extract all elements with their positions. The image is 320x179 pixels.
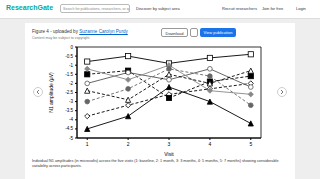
html-text:Individual N1 amplitudes (in m: Individual N1 amplitudes (in microvolts)…: [32, 159, 279, 168]
svg-text:-5: -5: [69, 136, 73, 141]
svg-text:2: 2: [127, 141, 130, 147]
html-text:Figure 4 - uploaded by Suzanne: Figure 4 - uploaded by Suzanne Carolyn P…: [32, 29, 128, 34]
svg-text:5: 5: [249, 141, 252, 147]
svg-text:-1.5: -1.5: [65, 72, 73, 77]
svg-text:-2.5: -2.5: [65, 90, 73, 95]
html-text:Content may be subject to copy: Content may be subject to copyright.: [32, 36, 91, 40]
html-text:Login: Login: [296, 6, 306, 11]
html-text:View publication: View publication: [203, 30, 233, 35]
svg-text:4: 4: [208, 141, 211, 147]
html-text:Discover by subject area: Discover by subject area: [136, 6, 180, 11]
svg-text:-4.5: -4.5: [65, 126, 73, 131]
svg-text:Visit: Visit: [164, 151, 174, 156]
svg-text:0: 0: [70, 45, 73, 50]
svg-text:-4: -4: [69, 117, 73, 122]
html-text:Download: Download: [165, 31, 184, 36]
svg-text:-3.5: -3.5: [65, 108, 73, 113]
html-text:Join for free: Join for free: [262, 6, 284, 11]
svg-text:-2: -2: [69, 81, 73, 86]
svg-text:N1 amplitude (µV): N1 amplitude (µV): [48, 72, 54, 113]
html-text:Recruit researchers: Recruit researchers: [222, 6, 257, 11]
svg-text:-0.5: -0.5: [65, 54, 73, 59]
html-text:ResearchGate: ResearchGate: [6, 4, 54, 11]
svg-text:-1: -1: [69, 63, 73, 68]
svg-text:1: 1: [86, 141, 89, 147]
svg-text:-3: -3: [69, 99, 73, 104]
svg-text:3: 3: [168, 141, 171, 147]
